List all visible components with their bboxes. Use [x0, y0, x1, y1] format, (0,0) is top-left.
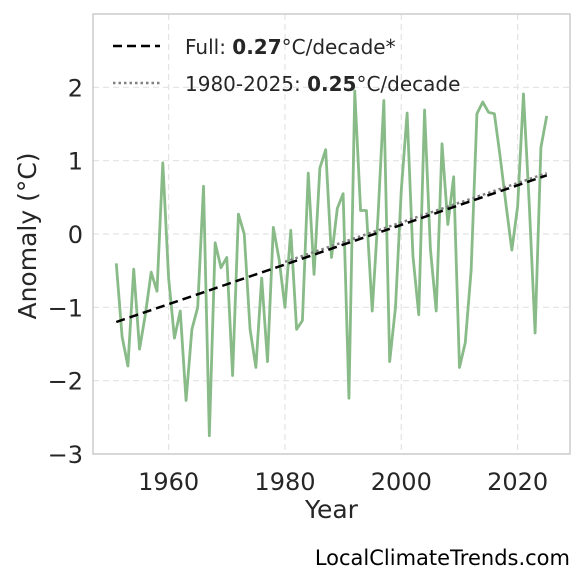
series-line-anomaly	[114, 89, 549, 438]
legend-full-rate: 0.27	[232, 35, 281, 59]
legend-full-prefix: Full:	[185, 35, 232, 59]
x-tick-label: 2000	[371, 468, 432, 496]
legend-recent-prefix: 1980-2025:	[185, 72, 307, 96]
legend: Full: 0.27°C/decade* 1980-2025: 0.25°C/d…	[113, 35, 460, 96]
legend-recent-rate: 0.25	[307, 72, 356, 96]
legend-full-suffix: °C/decade*	[282, 35, 396, 59]
legend-label-full: Full: 0.27°C/decade*	[185, 35, 396, 59]
watermark: LocalClimateTrends.com	[314, 546, 570, 570]
trend-line-recent	[284, 171, 548, 264]
y-tick-label: −2	[48, 368, 83, 396]
y-tick-label: 0	[68, 221, 83, 249]
y-tick-label: 1	[68, 148, 83, 176]
x-tick-label: 1960	[138, 468, 199, 496]
grid	[93, 14, 570, 455]
x-axis-label: Year	[304, 495, 359, 524]
y-tick-label: 2	[68, 74, 83, 102]
y-axis-label: Anomaly (°C)	[13, 152, 42, 319]
trend-line-full	[115, 174, 548, 324]
legend-label-recent: 1980-2025: 0.25°C/decade	[185, 72, 460, 96]
y-tick-label: −1	[48, 294, 83, 322]
x-tick-label: 2020	[487, 468, 548, 496]
x-tick-label: 1980	[254, 468, 315, 496]
y-tick-labels: −3 −2 −1 0 1 2	[48, 74, 83, 469]
plot-frame	[92, 13, 571, 455]
series-layer	[114, 89, 549, 438]
y-tick-label: −3	[48, 441, 83, 469]
legend-recent-suffix: °C/decade	[356, 72, 460, 96]
x-tick-labels: 1960 1980 2000 2020	[138, 468, 548, 496]
